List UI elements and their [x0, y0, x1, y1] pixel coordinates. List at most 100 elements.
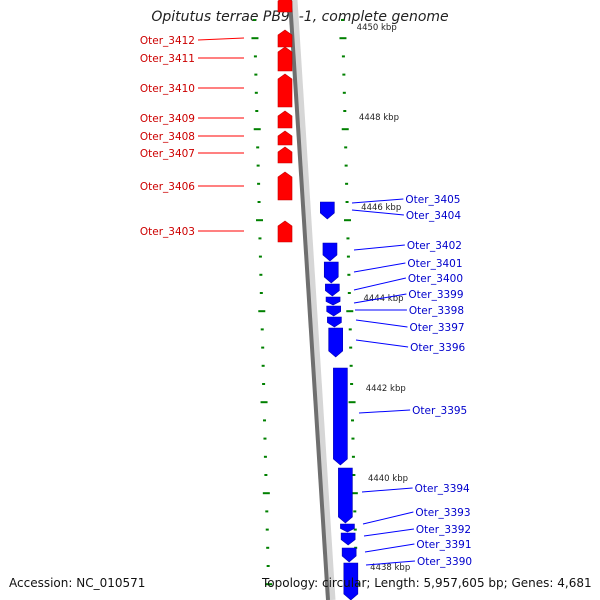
forward-gene-label[interactable]: Oter_3408: [140, 131, 195, 143]
minor-tick: [258, 237, 262, 240]
reverse-label-leader: [353, 244, 405, 251]
reverse-gene-label[interactable]: Oter_3391: [416, 539, 471, 551]
forward-gene-label[interactable]: Oter_3403: [140, 226, 195, 238]
minor-tick: [261, 346, 265, 349]
forward-gene-arrow[interactable]: [277, 0, 293, 13]
minor-tick: [259, 273, 263, 276]
forward-gene-arrow[interactable]: [277, 220, 293, 243]
forward-gene-arrow[interactable]: [277, 73, 293, 108]
forward-gene-arrow[interactable]: [277, 130, 293, 146]
minor-tick: [344, 164, 348, 167]
reverse-gene-label[interactable]: Oter_3402: [407, 240, 462, 252]
minor-tick: [266, 546, 270, 549]
minor-tick: [350, 383, 354, 385]
reverse-label-leader: [364, 543, 415, 553]
map-title: Opitutus terrae PB90-1, complete genome: [151, 9, 449, 25]
forward-gene-label[interactable]: Oter_3409: [140, 113, 195, 125]
major-tick: [256, 219, 264, 222]
reverse-label-leader: [353, 277, 407, 291]
major-tick: [348, 401, 356, 404]
reverse-gene-label[interactable]: Oter_3401: [407, 258, 462, 270]
reverse-gene-label[interactable]: Oter_3394: [415, 483, 470, 495]
reverse-gene-arrow[interactable]: [343, 562, 359, 600]
minor-tick: [257, 182, 261, 185]
minor-tick: [255, 110, 259, 112]
reverse-label-leader: [362, 511, 414, 525]
reverse-gene-arrow[interactable]: [338, 467, 353, 524]
reverse-gene-label[interactable]: Oter_3400: [408, 273, 463, 285]
reverse-gene-arrow[interactable]: [326, 305, 341, 317]
forward-gene-label[interactable]: Oter_3406: [140, 181, 195, 193]
minor-tick: [341, 19, 344, 21]
reverse-gene-arrow[interactable]: [341, 547, 357, 563]
major-tick: [258, 310, 266, 313]
reverse-gene-arrow[interactable]: [340, 532, 356, 546]
reverse-gene-label[interactable]: Oter_3396: [410, 342, 465, 354]
forward-genes-track: [277, 0, 293, 243]
forward-gene-label[interactable]: Oter_3412: [140, 35, 195, 47]
minor-tick: [352, 474, 356, 476]
reverse-gene-label[interactable]: Oter_3390: [417, 556, 472, 568]
major-tick: [262, 492, 270, 495]
reverse-gene-label[interactable]: Oter_3392: [416, 524, 471, 536]
reverse-gene-labels: Oter_3405 Oter_3404 Oter_3402 Oter_3401 Oter…: [351, 194, 472, 568]
reverse-gene-label[interactable]: Oter_3404: [406, 210, 461, 222]
minor-tick: [263, 437, 267, 440]
major-tick: [341, 128, 349, 131]
topology-text: Topology: circular; Length: 5,957,605 bp…: [262, 576, 592, 590]
major-tick: [346, 310, 354, 313]
reverse-gene-arrow[interactable]: [328, 327, 343, 358]
reverse-label-leader: [355, 339, 409, 348]
scale-label: 4440 kbp: [368, 474, 408, 484]
forward-gene-arrow[interactable]: [277, 146, 293, 164]
minor-tick: [256, 146, 260, 149]
reverse-gene-arrow[interactable]: [325, 283, 340, 297]
reverse-gene-arrow[interactable]: [322, 242, 338, 262]
minor-tick: [345, 182, 349, 185]
forward-gene-label[interactable]: Oter_3410: [140, 83, 195, 95]
minor-tick: [257, 201, 261, 203]
reverse-gene-arrow[interactable]: [320, 201, 335, 220]
forward-gene-label[interactable]: Oter_3407: [140, 148, 195, 160]
reverse-gene-label[interactable]: Oter_3397: [409, 322, 464, 334]
reverse-gene-arrow[interactable]: [340, 523, 355, 533]
reverse-gene-arrow[interactable]: [323, 261, 339, 284]
minor-tick: [266, 565, 270, 567]
major-tick: [265, 583, 273, 586]
forward-gene-arrow[interactable]: [277, 171, 293, 201]
reverse-gene-arrow[interactable]: [333, 367, 348, 466]
genome-backbone: [288, 0, 336, 600]
reverse-label-leader: [355, 319, 408, 328]
reverse-gene-label[interactable]: Oter_3395: [412, 405, 467, 417]
minor-tick: [258, 255, 262, 258]
minor-tick: [353, 528, 357, 531]
scale-label: 4450 kbp: [357, 23, 397, 33]
forward-gene-arrow[interactable]: [277, 29, 293, 48]
forward-gene-label[interactable]: Oter_3411: [140, 53, 195, 65]
reverse-gene-arrow[interactable]: [327, 316, 342, 328]
forward-gene-arrow[interactable]: [277, 46, 293, 72]
reverse-label-leader: [358, 409, 411, 414]
minor-tick: [265, 510, 269, 513]
minor-tick: [347, 273, 351, 276]
minor-tick: [259, 292, 263, 294]
reverse-label-leader: [351, 209, 404, 216]
minor-tick: [262, 383, 266, 385]
major-tick: [344, 219, 352, 222]
reverse-gene-label[interactable]: Oter_3405: [405, 194, 460, 206]
major-tick: [339, 37, 347, 40]
major-tick: [251, 37, 259, 40]
forward-gene-arrow[interactable]: [277, 110, 293, 129]
reverse-gene-label[interactable]: Oter_3398: [409, 305, 464, 317]
reverse-genes-track: [320, 201, 359, 600]
scale-label: 4448 kbp: [359, 113, 399, 123]
reverse-gene-label[interactable]: Oter_3399: [408, 289, 463, 301]
forward-label-leader: [197, 37, 245, 41]
minor-tick: [342, 91, 346, 94]
reverse-gene-arrow[interactable]: [325, 296, 341, 306]
reverse-label-leader: [353, 262, 406, 273]
minor-tick: [351, 437, 355, 440]
minor-tick: [351, 419, 355, 422]
reverse-gene-label[interactable]: Oter_3393: [415, 507, 470, 519]
